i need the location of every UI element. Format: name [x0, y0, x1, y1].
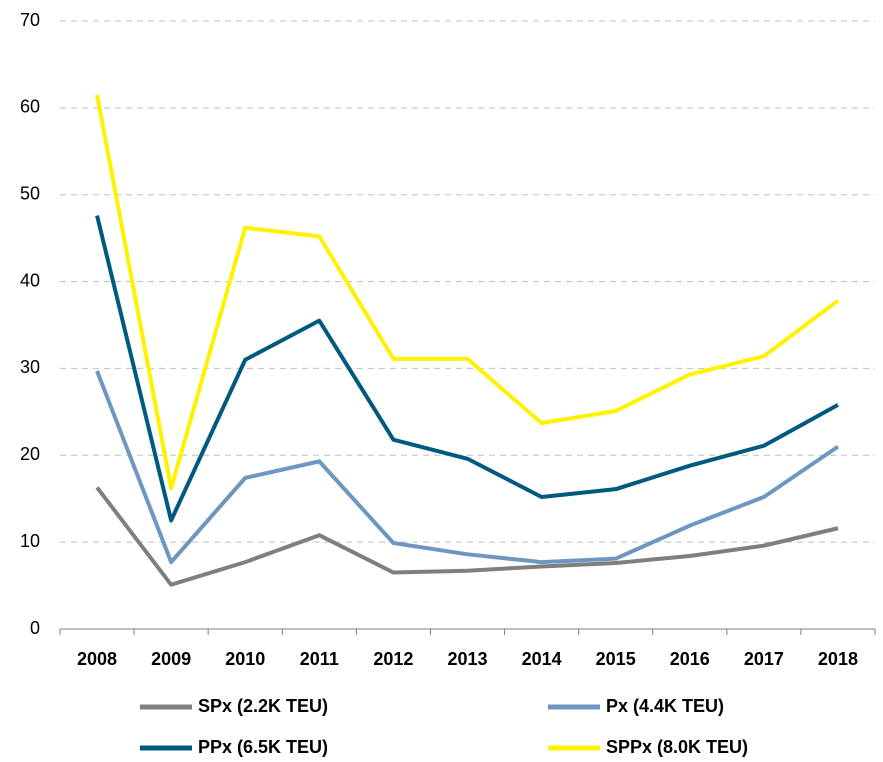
series-line [95, 94, 840, 491]
y-tick-label: 10 [20, 531, 40, 551]
series-line [95, 370, 840, 565]
x-tick-label: 2011 [300, 649, 339, 669]
y-tick-label: 40 [20, 270, 40, 290]
x-tick-label: 2015 [596, 649, 636, 669]
legend-label: SPPx (8.0K TEU) [606, 737, 748, 757]
y-tick-label: 20 [20, 444, 40, 464]
x-tick-label: 2009 [151, 649, 191, 669]
x-tick-label: 2010 [225, 649, 265, 669]
x-tick-label: 2016 [670, 649, 710, 669]
x-tick-label: 2017 [744, 649, 784, 669]
legend-label: SPx (2.2K TEU) [198, 696, 328, 716]
series-line [95, 486, 839, 587]
x-tick-label: 2014 [522, 649, 562, 669]
series-line [95, 215, 839, 523]
y-tick-label: 70 [20, 10, 40, 30]
legend-label: Px (4.4K TEU) [606, 696, 724, 716]
y-tick-label: 0 [30, 618, 40, 638]
legend-label: PPx (6.5K TEU) [198, 737, 328, 757]
x-tick-label: 2013 [447, 649, 487, 669]
y-tick-label: 30 [20, 357, 40, 377]
x-tick-label: 2008 [77, 649, 117, 669]
x-tick-label: 2012 [373, 649, 413, 669]
y-tick-label: 60 [20, 97, 40, 117]
y-tick-label: 50 [20, 183, 40, 203]
x-tick-label: 2018 [818, 649, 858, 669]
